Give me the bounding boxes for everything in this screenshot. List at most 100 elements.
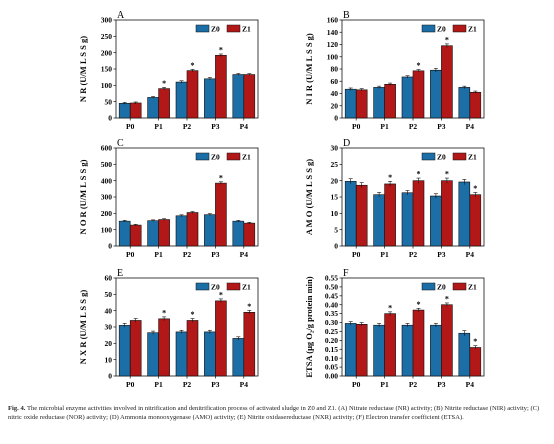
bar-z1-p3 [215, 182, 227, 247]
y-tick-label: 0.45 [325, 291, 338, 300]
bar-z0-p4 [458, 332, 471, 377]
y-tick-label: 0 [334, 242, 338, 251]
y-tick-label: 80 [331, 65, 339, 74]
significance-star: * [219, 173, 223, 182]
y-tick-label: 5 [334, 225, 338, 234]
x-tick-label: P4 [240, 250, 249, 259]
significance-star: * [388, 303, 392, 312]
y-tick-label: 250 [101, 32, 113, 41]
bar-z0-p0 [118, 103, 131, 119]
y-tick-label: 15 [331, 193, 339, 202]
significance-star: * [247, 302, 251, 311]
y-axis-label: N X R (U/M L S S g) [78, 290, 88, 365]
significance-star: * [417, 300, 421, 309]
x-tick-label: P3 [437, 250, 446, 259]
bar-z0-p4 [458, 87, 471, 119]
bar-z1-p3 [215, 300, 227, 377]
x-tick-label: P2 [409, 122, 418, 131]
bar-z1-p2 [186, 320, 199, 377]
y-tick-label: 0.00 [325, 372, 338, 381]
x-tick-label: P1 [380, 122, 389, 131]
y-axis-label: A M O (U/M L S S g) [304, 159, 314, 235]
bar-z1-p4 [469, 194, 482, 247]
bar-z1-p0 [129, 102, 142, 119]
y-tick-label: 100 [101, 225, 113, 234]
bar-z1-p0 [355, 184, 368, 247]
bar-z0-p3 [430, 195, 442, 247]
bar-z0-p4 [232, 220, 245, 247]
y-tick-label: 0.55 [325, 274, 338, 283]
panel-letter: B [343, 10, 350, 21]
bar-z1-p4 [243, 311, 256, 377]
x-tick-label: P4 [240, 122, 249, 131]
legend-label-z1: Z1 [468, 283, 477, 292]
significance-star: * [191, 61, 195, 70]
legend-swatch-z1 [452, 282, 467, 291]
y-tick-label: 20 [331, 101, 339, 110]
bar-z1-p3 [441, 180, 453, 247]
significance-star: * [417, 170, 421, 179]
y-tick-label: 150 [101, 65, 113, 74]
x-tick-label: P3 [437, 380, 446, 389]
significance-star: * [445, 294, 449, 303]
bar-z1-p4 [243, 222, 256, 247]
x-tick-label: P4 [466, 250, 475, 259]
caption-text: The microbial enzyme activities involved… [8, 405, 540, 421]
significance-star: * [388, 173, 392, 182]
y-tick-label: 0.30 [325, 318, 338, 327]
y-tick-label: 50 [105, 97, 113, 106]
bar-z0-p4 [232, 338, 245, 377]
x-tick-label: P3 [211, 380, 220, 389]
bar-z1-p0 [129, 224, 142, 247]
legend-swatch-z1 [226, 24, 241, 33]
legend-swatch-z1 [226, 152, 241, 161]
bar-z1-p1 [158, 318, 170, 377]
x-tick-label: P4 [240, 380, 249, 389]
legend-swatch-z1 [452, 24, 467, 33]
y-tick-label: 300 [101, 193, 113, 202]
y-tick-label: 30 [331, 144, 339, 153]
bar-z1-p2 [186, 70, 199, 119]
bar-z0-p2 [401, 324, 414, 377]
y-tick-label: 0.15 [325, 345, 338, 354]
panel-a: A 0 50 100 150 200 250 300 N R (U/M L S S g) P0 P1… [78, 10, 259, 131]
y-tick-label: 40 [105, 306, 113, 315]
y-tick-label: 160 [327, 16, 339, 25]
legend-label-z0: Z0 [437, 25, 446, 34]
legend-label-z1: Z1 [242, 153, 251, 162]
bar-z1-p4 [469, 91, 482, 119]
x-tick-label: P2 [409, 380, 418, 389]
bar-z1-p2 [412, 70, 425, 119]
bar-z1-p4 [243, 74, 256, 119]
bar-z1-p3 [441, 45, 453, 119]
bar-z0-p1 [147, 332, 159, 377]
bar-z0-p2 [401, 76, 414, 119]
x-tick-label: P2 [409, 250, 418, 259]
legend-swatch-z0 [195, 152, 210, 161]
bar-z0-p3 [430, 324, 442, 377]
bar-z0-p0 [118, 325, 131, 377]
legend-label-z0: Z0 [211, 25, 220, 34]
bar-z0-p4 [232, 74, 245, 119]
significance-star: * [162, 79, 166, 88]
y-tick-label: 50 [105, 290, 113, 299]
legend-swatch-z0 [195, 24, 210, 33]
bar-z1-p1 [158, 88, 170, 119]
bar-z0-p0 [344, 88, 357, 119]
significance-star: * [162, 308, 166, 317]
legend-label-z1: Z1 [242, 25, 251, 34]
bar-z0-p0 [344, 323, 357, 377]
y-tick-label: 400 [101, 176, 113, 185]
x-tick-label: P0 [126, 380, 135, 389]
bar-z0-p1 [373, 194, 385, 247]
y-axis-label: ETSA (μg O₂/g protein min) [304, 276, 314, 377]
x-tick-label: P4 [466, 380, 475, 389]
y-tick-label: 200 [101, 48, 113, 57]
legend-label-z0: Z0 [211, 283, 220, 292]
bar-z1-p1 [158, 219, 170, 247]
y-tick-label: 600 [101, 144, 113, 153]
legend-swatch-z0 [421, 24, 436, 33]
y-tick-label: 30 [105, 323, 113, 332]
x-tick-label: P0 [352, 250, 361, 259]
bar-z0-p3 [204, 331, 216, 377]
